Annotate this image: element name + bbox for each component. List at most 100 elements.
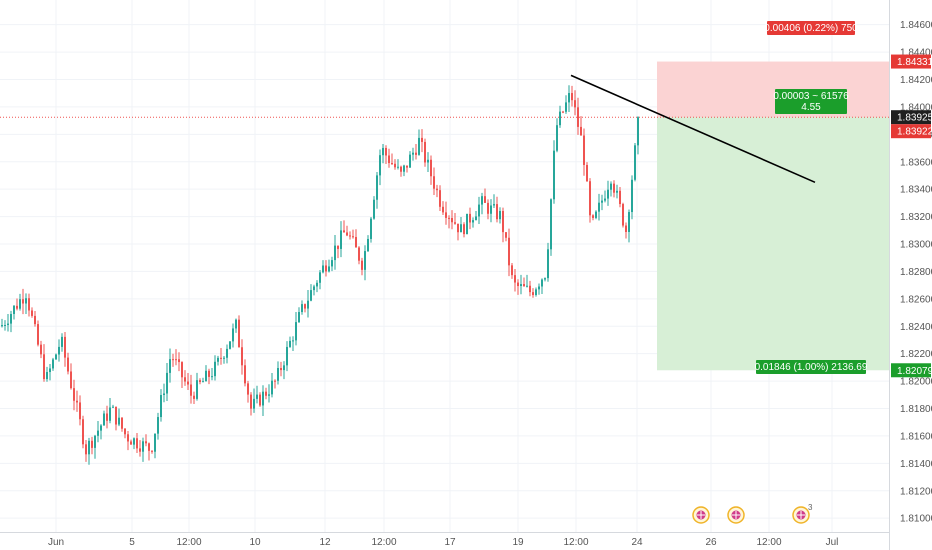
bid-price-box-text: 1.83922 xyxy=(897,127,932,138)
candle-body xyxy=(307,300,309,309)
candle-body xyxy=(250,394,252,409)
candle-body xyxy=(79,402,81,420)
current-price-box-text: 1.83925 xyxy=(897,113,932,124)
candle-body xyxy=(181,362,183,378)
candle-body xyxy=(583,135,585,165)
candle-body xyxy=(73,388,75,401)
candle-body xyxy=(220,357,222,359)
candle-body xyxy=(499,211,501,220)
candle-body xyxy=(274,380,276,382)
y-tick-label: 1.82800 xyxy=(900,267,932,278)
candle-body xyxy=(1,325,3,327)
y-tick-label: 1.81400 xyxy=(900,459,932,470)
risk-label-bg xyxy=(767,21,855,35)
candle-body xyxy=(256,394,258,399)
candle-body xyxy=(229,341,231,349)
candle-body xyxy=(607,189,609,199)
candle-body xyxy=(337,245,339,249)
event-marker[interactable]: 3 xyxy=(792,503,813,524)
candle-body xyxy=(562,111,564,113)
candle-body xyxy=(604,198,606,201)
x-tick-label: 24 xyxy=(631,537,643,548)
candle-body xyxy=(94,435,96,448)
y-tick-label: 1.83200 xyxy=(900,212,932,223)
bid-price-box: 1.83922 xyxy=(891,124,932,139)
candle-body xyxy=(283,365,285,371)
y-tick-label: 1.83000 xyxy=(900,240,932,251)
candle-body xyxy=(439,190,441,207)
candle-body xyxy=(610,183,612,190)
candle-body xyxy=(340,230,342,249)
candle-body xyxy=(148,443,150,451)
candle-body xyxy=(166,372,168,394)
x-tick-label: 19 xyxy=(512,537,524,548)
candle-body xyxy=(46,372,48,380)
candle-body xyxy=(61,336,63,347)
candle-body xyxy=(463,224,465,235)
candle-body xyxy=(418,137,420,155)
candle-body xyxy=(352,236,354,238)
candle-body xyxy=(505,232,507,238)
candle-body xyxy=(4,324,6,326)
candle-body xyxy=(427,159,429,163)
candle-body xyxy=(532,292,534,296)
candle-body xyxy=(478,204,480,217)
stop-price-box: 1.84331 xyxy=(891,54,932,69)
candle-body xyxy=(376,175,378,200)
y-tick-label: 1.82000 xyxy=(900,377,932,388)
candle-body xyxy=(631,179,633,213)
candle-body xyxy=(502,211,504,233)
candle-body xyxy=(358,247,360,261)
event-marker[interactable] xyxy=(727,506,745,524)
candle-body xyxy=(277,368,279,381)
candle-body xyxy=(559,111,561,126)
take-profit-zone[interactable] xyxy=(657,117,889,371)
candle-body xyxy=(292,340,294,342)
candle-body xyxy=(538,286,540,290)
candle-body xyxy=(31,310,33,316)
candle-body xyxy=(367,238,369,252)
stop-loss-zone[interactable] xyxy=(657,61,889,118)
candle-body xyxy=(472,220,474,223)
candle-body xyxy=(616,190,618,193)
price-axis[interactable]: 1.846001.844001.842001.840001.838001.836… xyxy=(889,0,932,550)
candle-body xyxy=(172,359,174,361)
y-tick-label: 1.84200 xyxy=(900,75,932,86)
candle-body xyxy=(424,141,426,163)
risk-label[interactable]: 0.00406 (0.22%) 750 xyxy=(764,21,858,35)
candle-body xyxy=(388,155,390,164)
candle-body xyxy=(577,107,579,127)
candle-body xyxy=(364,251,366,270)
x-tick-label: 12:00 xyxy=(756,537,781,548)
candle-body xyxy=(361,260,363,270)
candle-body xyxy=(490,205,492,214)
reward-label-text: 0.01846 (1.00%) 2136.69 xyxy=(755,362,868,373)
candle-body xyxy=(97,430,99,436)
time-axis[interactable]: Jun 5 12:00 10 12 12:00 17 19 12:00 24 26 12:00 Jul xyxy=(0,532,889,549)
position-zones[interactable] xyxy=(657,61,889,371)
x-tick-label: 12 xyxy=(319,537,331,548)
trendline[interactable] xyxy=(570,74,816,184)
x-tick-label: 17 xyxy=(444,537,456,548)
candle-body xyxy=(214,361,216,377)
target-price-box: 1.82079 xyxy=(891,363,932,378)
event-marker[interactable] xyxy=(692,506,710,524)
candle-body xyxy=(457,223,459,233)
candle-body xyxy=(619,190,621,205)
candle-body xyxy=(334,245,336,261)
candle-body xyxy=(511,265,513,276)
candle-body xyxy=(310,290,312,301)
candle-body xyxy=(253,398,255,409)
reward-label[interactable]: 0.01846 (1.00%) 2136.69 xyxy=(755,360,868,374)
candle-body xyxy=(235,319,237,329)
candle-body xyxy=(85,444,87,455)
candle-body xyxy=(187,381,189,385)
y-tick-label: 1.83600 xyxy=(900,157,932,168)
candle-body xyxy=(52,359,54,369)
candle-body xyxy=(139,448,141,452)
candle-body xyxy=(370,218,372,239)
candle-body xyxy=(76,400,78,403)
candle-body xyxy=(247,383,249,395)
